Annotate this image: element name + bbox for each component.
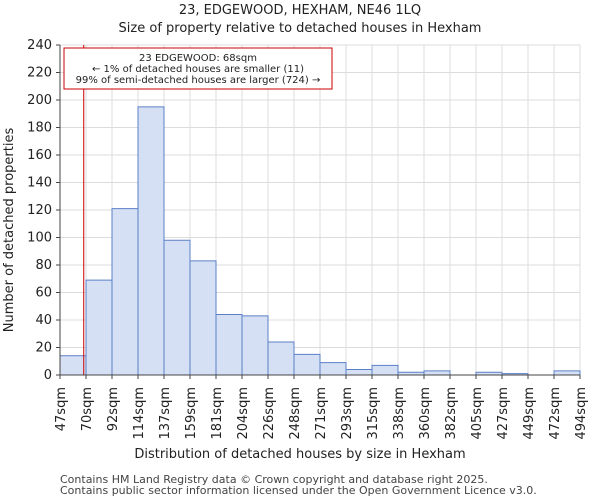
x-tick-label: 226sqm bbox=[262, 387, 277, 440]
y-tick-label: 160 bbox=[27, 148, 52, 163]
x-tick-label: 472sqm bbox=[548, 387, 563, 440]
x-tick-label: 338sqm bbox=[392, 387, 407, 440]
x-tick-label: 315sqm bbox=[366, 387, 381, 440]
bar bbox=[371, 364, 399, 376]
bar bbox=[293, 353, 321, 376]
y-tick-label: 200 bbox=[27, 93, 52, 108]
bar bbox=[215, 314, 243, 376]
x-tick-label: 494sqm bbox=[574, 387, 589, 440]
bar bbox=[319, 362, 347, 376]
annotation-line: 23 EDGEWOOD: 68sqm bbox=[139, 53, 257, 64]
x-tick-label: 271sqm bbox=[314, 387, 329, 440]
chart-subtitle: Size of property relative to detached ho… bbox=[119, 21, 482, 36]
x-tick-label: 382sqm bbox=[444, 387, 459, 440]
x-tick-label: 405sqm bbox=[470, 387, 485, 440]
x-tick-label: 293sqm bbox=[340, 387, 355, 440]
bar bbox=[423, 370, 451, 376]
x-tick-label: 92sqm bbox=[106, 387, 121, 431]
annotation-box bbox=[63, 47, 333, 90]
x-tick-label: 70sqm bbox=[80, 387, 95, 431]
x-tick-label: 159sqm bbox=[184, 387, 199, 440]
bar bbox=[189, 260, 217, 376]
x-tick-label: 248sqm bbox=[288, 387, 303, 440]
y-tick-label: 180 bbox=[27, 121, 52, 136]
y-tick-label: 140 bbox=[27, 176, 52, 191]
marker: 23 EDGEWOOD: 68sqm← 1% of detached house… bbox=[63, 45, 333, 375]
y-tick-label: 240 bbox=[27, 38, 52, 53]
y-tick-label: 80 bbox=[35, 258, 52, 273]
y-axis-title: Number of detached properties bbox=[2, 128, 17, 333]
footer-line-1: Contains HM Land Registry data © Crown c… bbox=[60, 473, 488, 486]
x-tick-label: 449sqm bbox=[522, 387, 537, 440]
axes: 0 20 40 60 80 100 120 140 160 180 200 220 240 47sqm 70… bbox=[27, 38, 589, 440]
x-tick-label: 114sqm bbox=[132, 387, 147, 440]
y-tick-label: 40 bbox=[35, 313, 52, 328]
bar bbox=[85, 279, 113, 376]
y-tick-label: 100 bbox=[27, 231, 52, 246]
x-tick-label: 137sqm bbox=[158, 387, 173, 440]
bar bbox=[59, 355, 87, 376]
bar bbox=[553, 370, 581, 376]
y-tick-label: 220 bbox=[27, 66, 52, 81]
chart-title: 23, EDGEWOOD, HEXHAM, NE46 1LQ bbox=[179, 3, 421, 18]
bar bbox=[241, 315, 269, 376]
bar bbox=[111, 208, 139, 376]
bar bbox=[137, 106, 165, 376]
x-tick-label: 181sqm bbox=[210, 387, 225, 440]
x-tick-label: 204sqm bbox=[236, 387, 251, 440]
bar bbox=[345, 369, 373, 376]
bars bbox=[59, 106, 581, 376]
y-tick-label: 0 bbox=[44, 368, 52, 383]
x-tick-label: 427sqm bbox=[496, 387, 511, 440]
x-tick-label: 47sqm bbox=[54, 387, 69, 431]
x-tick-label: 360sqm bbox=[418, 387, 433, 440]
y-tick-label: 120 bbox=[27, 203, 52, 218]
bar bbox=[267, 341, 295, 376]
y-tick-label: 20 bbox=[35, 341, 52, 356]
bar bbox=[163, 239, 191, 376]
footer-line-2: Contains public sector information licen… bbox=[60, 484, 537, 497]
y-tick-label: 60 bbox=[35, 286, 52, 301]
annotation-line: 99% of semi-detached houses are larger (… bbox=[76, 75, 321, 86]
x-axis-title: Distribution of detached houses by size … bbox=[134, 447, 465, 462]
annotation-line: ← 1% of detached houses are smaller (11) bbox=[92, 64, 304, 75]
